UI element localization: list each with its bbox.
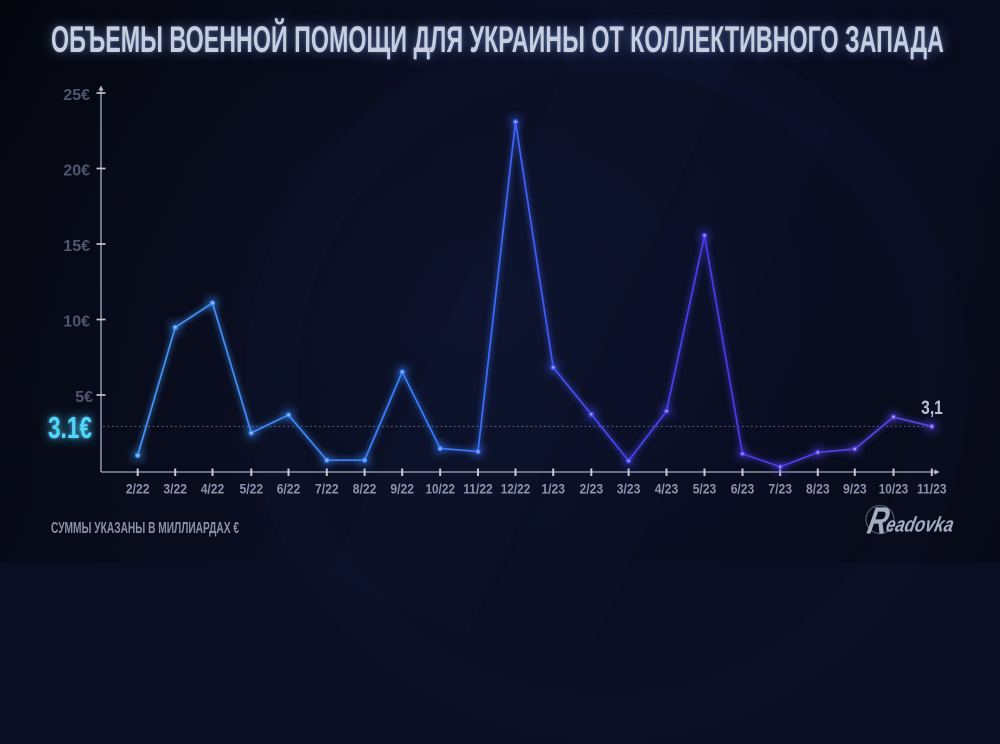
svg-text:3.1€: 3.1€ — [48, 409, 92, 444]
svg-text:10/23: 10/23 — [879, 481, 909, 497]
svg-text:9/23: 9/23 — [843, 481, 867, 497]
svg-text:6/22: 6/22 — [277, 481, 301, 497]
svg-text:10/22: 10/22 — [425, 481, 455, 497]
svg-text:6/23: 6/23 — [731, 481, 755, 497]
svg-text:5/22: 5/22 — [240, 481, 264, 497]
svg-text:2/23: 2/23 — [580, 481, 604, 497]
svg-text:11/23: 11/23 — [917, 481, 947, 497]
svg-text:5/23: 5/23 — [693, 481, 717, 497]
svg-text:3/23: 3/23 — [617, 481, 641, 497]
svg-text:3/22: 3/22 — [163, 481, 187, 497]
svg-text:8/23: 8/23 — [806, 481, 830, 497]
svg-text:1/23: 1/23 — [541, 481, 565, 497]
svg-text:8/22: 8/22 — [353, 481, 377, 497]
svg-text:2/22: 2/22 — [126, 481, 150, 497]
svg-text:3,1: 3,1 — [921, 397, 943, 419]
svg-text:4/22: 4/22 — [201, 481, 225, 497]
svg-text:7/22: 7/22 — [315, 481, 339, 497]
svg-text:11/22: 11/22 — [463, 481, 493, 497]
svg-text:7/23: 7/23 — [768, 481, 792, 497]
svg-text:12/22: 12/22 — [501, 481, 531, 497]
svg-text:20€: 20€ — [63, 163, 90, 180]
svg-text:eadovka: eadovka — [884, 514, 956, 537]
svg-text:4/23: 4/23 — [655, 481, 679, 497]
svg-text:15€: 15€ — [63, 238, 90, 255]
svg-text:25€: 25€ — [63, 87, 90, 104]
svg-text:5€: 5€ — [75, 389, 93, 406]
svg-text:10€: 10€ — [63, 314, 90, 331]
svg-text:9/22: 9/22 — [390, 481, 414, 497]
